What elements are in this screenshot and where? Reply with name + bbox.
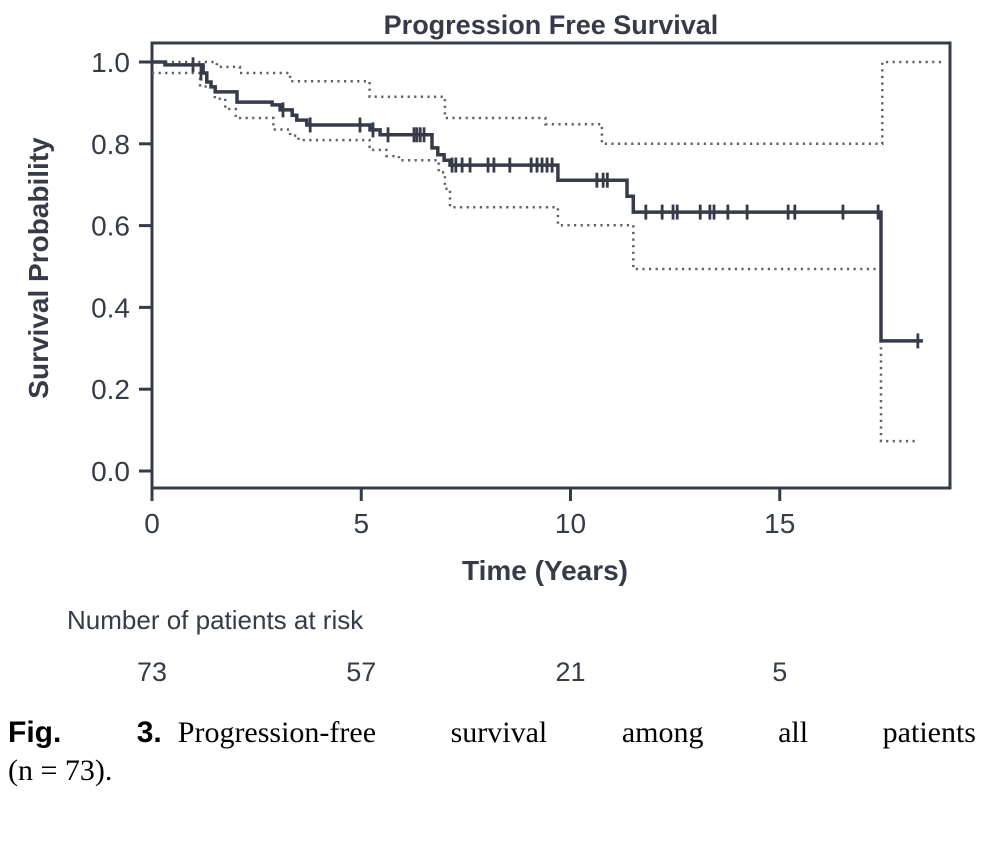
caption-line-2: (n = 73). xyxy=(8,754,113,787)
chart-title: Progression Free Survival xyxy=(384,10,719,40)
y-tick-label: 0.0 xyxy=(91,456,130,487)
km-chart: Progression Free Survival Survival Proba… xyxy=(23,10,952,687)
at-risk-value: 21 xyxy=(555,657,585,687)
x-tick-label: 5 xyxy=(353,508,369,539)
at-risk-value: 73 xyxy=(137,657,167,687)
x-tick-label: 15 xyxy=(764,508,795,539)
caption-text: Progression-free survival among all pati… xyxy=(177,716,976,749)
caption-fig-label: Fig. 3. xyxy=(8,716,162,749)
x-tick-label: 0 xyxy=(144,508,160,539)
at-risk-value: 57 xyxy=(346,657,376,687)
y-axis-label: Survival Probability xyxy=(23,137,54,399)
y-tick-label: 0.4 xyxy=(91,292,130,323)
plot-border xyxy=(150,41,952,490)
survival-curve xyxy=(152,60,923,343)
y-tick-label: 0.8 xyxy=(91,129,130,160)
plot-area: 1.0 0.8 0.6 0.4 0.2 0.0 0 5 10 15 73 57 21 5 xyxy=(91,41,952,687)
x-axis-label: Time (Years) xyxy=(462,555,628,586)
y-tick-label: 1.0 xyxy=(91,47,130,78)
x-tick-label: 10 xyxy=(555,508,586,539)
ci-lower-curve xyxy=(152,71,918,443)
y-tick-label: 0.6 xyxy=(91,211,130,242)
y-tick-label: 0.2 xyxy=(91,374,130,405)
caption-line-1: Fig. 3. Progression-free survival among a… xyxy=(8,714,976,752)
at-risk-header: Number of patients at risk xyxy=(67,605,364,635)
figure-caption: Fig. 3. Progression-free survival among a… xyxy=(8,714,976,790)
at-risk-value: 5 xyxy=(772,657,787,687)
